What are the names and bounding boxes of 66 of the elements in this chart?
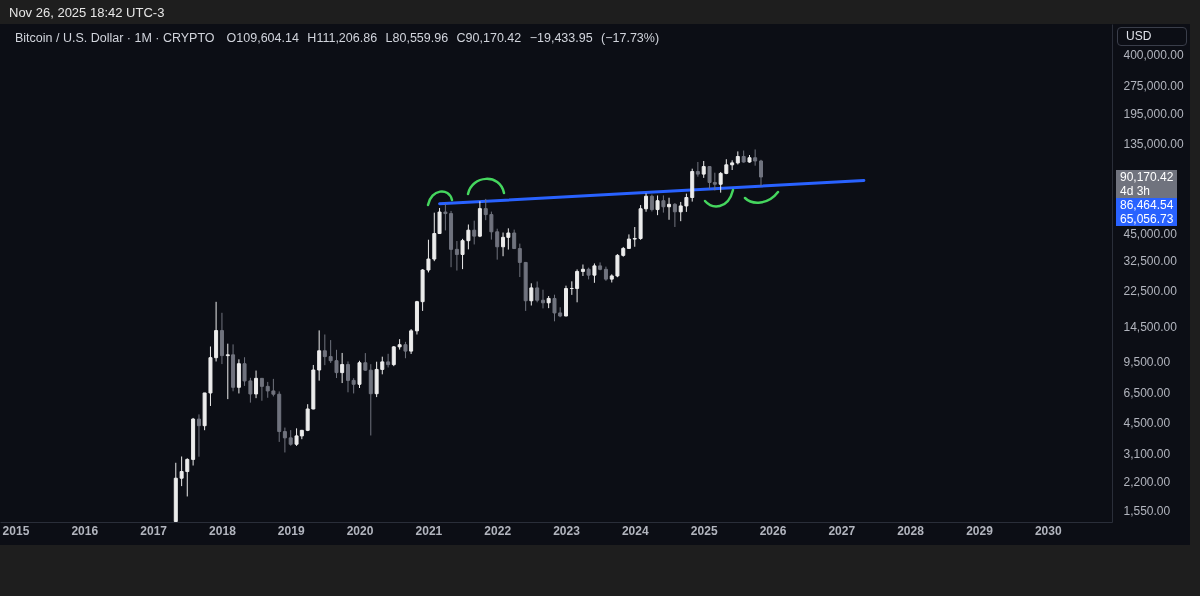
candlestick xyxy=(454,240,459,272)
x-tick-label: 2024 xyxy=(621,523,649,538)
candlestick xyxy=(695,161,700,178)
x-tick-label: 2019 xyxy=(277,523,305,538)
x-tick-label: 2022 xyxy=(484,523,512,538)
x-tick-label: 2018 xyxy=(209,523,237,538)
candlestick xyxy=(529,282,534,307)
y-tick-label: 2,200.00 xyxy=(1123,474,1171,489)
candlestick xyxy=(535,280,540,303)
x-tick-label: 2027 xyxy=(828,523,856,538)
candlestick xyxy=(196,413,201,458)
candlestick xyxy=(236,358,241,394)
y-tick-label: 4,500.00 xyxy=(1123,416,1171,431)
candlestick xyxy=(758,159,763,187)
x-tick-label: 2030 xyxy=(1034,523,1062,538)
y-tick-label: 22,500.00 xyxy=(1123,284,1178,299)
x-tick-label: 2015 xyxy=(2,523,30,538)
y-tick-label: 45,000.00 xyxy=(1123,227,1178,242)
text: 86,464.54 xyxy=(1120,197,1174,212)
candlestick xyxy=(357,360,362,389)
candlestick xyxy=(672,202,677,228)
x-tick-label: 2021 xyxy=(415,523,443,538)
candlestick xyxy=(580,264,585,277)
y-tick-label: 14,500.00 xyxy=(1123,320,1178,335)
candlestick xyxy=(517,243,522,278)
candlestick xyxy=(225,343,230,400)
x-tick-label: 2017 xyxy=(140,523,168,538)
candlestick xyxy=(667,197,672,221)
x-tick-label: 2020 xyxy=(346,523,374,538)
candlestick xyxy=(592,262,597,284)
y-tick-label: 6,500.00 xyxy=(1123,386,1171,401)
y-tick-label: 400,000.00 xyxy=(1123,48,1184,63)
candlestick xyxy=(322,333,327,366)
y-tick-label: 9,500.00 xyxy=(1123,354,1171,369)
x-tick-label: 2016 xyxy=(71,523,99,538)
candlestick xyxy=(340,352,345,384)
candlestick xyxy=(317,329,322,382)
candlestick xyxy=(368,363,373,436)
candlestick xyxy=(282,427,287,453)
candlestick xyxy=(541,289,545,309)
y-tick-label: 195,000.00 xyxy=(1123,107,1184,122)
y-tick-label: 1,550.00 xyxy=(1123,503,1171,518)
text: 90,170.42 xyxy=(1120,169,1174,184)
candlestick xyxy=(259,377,264,402)
y-tick-label: 3,100.00 xyxy=(1123,446,1171,461)
x-tick-label: 2029 xyxy=(966,523,994,538)
candlestick xyxy=(386,353,391,368)
candlestick xyxy=(409,328,414,355)
text: O109,604.14 H111,206.86 L80,559.96 C90,170.42 −19,433.95 (−17.73%) xyxy=(226,31,660,45)
y-tick-label: 32,500.00 xyxy=(1123,254,1178,269)
candlestick xyxy=(254,370,259,399)
x-tick-label: 2026 xyxy=(759,523,787,538)
y-axis-title: USD xyxy=(1117,27,1187,46)
candlestick xyxy=(655,195,660,216)
candlestick xyxy=(512,229,517,250)
x-tick-label: 2028 xyxy=(897,523,925,538)
x-tick-label: 2025 xyxy=(690,523,718,538)
candlestick xyxy=(472,220,477,245)
text: 4d 3h xyxy=(1120,183,1152,198)
y-tick-label: 275,000.00 xyxy=(1123,79,1184,94)
candlestick xyxy=(501,232,506,257)
y-tick-label: 135,000.00 xyxy=(1123,137,1184,152)
text: Nov 26, 2025 18:42 UTC-3 xyxy=(9,5,165,20)
text: Bitcoin / U.S. Dollar · 1M · CRYPTO xyxy=(15,31,215,45)
x-tick-label: 2023 xyxy=(553,523,581,538)
text: 65,056.73 xyxy=(1120,211,1174,226)
